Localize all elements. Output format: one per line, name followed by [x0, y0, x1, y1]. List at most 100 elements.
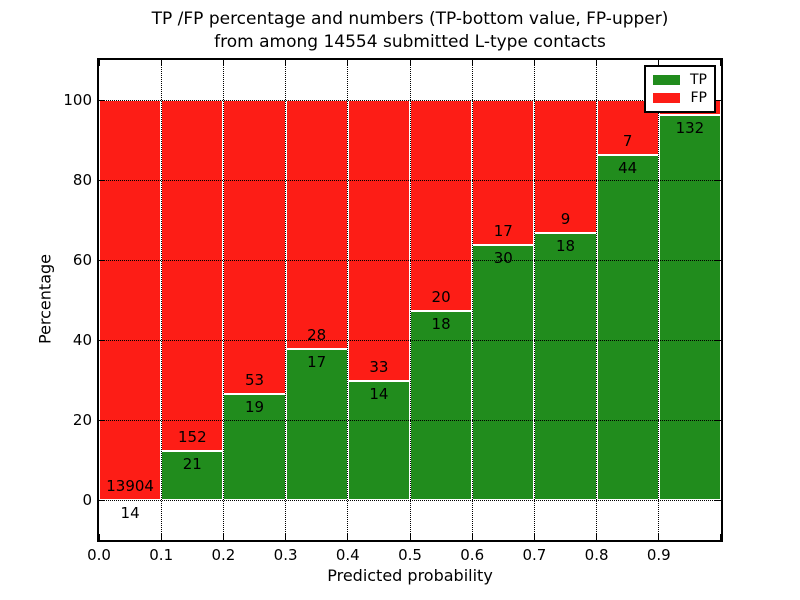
- v-gridline: [471, 60, 473, 540]
- fp-count-label: 20: [431, 287, 451, 306]
- x-tickmark: [658, 60, 660, 66]
- chart-title-line2: from among 14554 submitted L-type contac…: [214, 32, 606, 52]
- legend-label-tp: TP: [690, 72, 707, 89]
- legend-label-fp: FP: [690, 89, 708, 106]
- x-tick-label: 0.3: [273, 546, 298, 564]
- tp-bar-segment: [534, 233, 597, 500]
- y-tickmark: [715, 259, 721, 261]
- fp-count-label: 152: [177, 428, 207, 447]
- chart-title: TP /FP percentage and numbers (TP-bottom…: [152, 8, 669, 54]
- fp-bar-segment: [472, 100, 535, 245]
- tp-count-label: 14: [120, 503, 140, 522]
- tp-bar-segment: [472, 244, 535, 500]
- legend: TP FP: [644, 65, 716, 113]
- tp-bar-segment: [410, 310, 473, 500]
- x-tickmark: [471, 60, 473, 66]
- legend-swatch-fp-icon: [653, 92, 680, 103]
- legend-entry-fp: FP: [653, 91, 707, 105]
- x-tick-label: 0.1: [149, 546, 174, 564]
- x-tickmark: [99, 534, 100, 540]
- tp-count-label: 19: [244, 398, 265, 417]
- tp-count-label: 30: [493, 248, 513, 267]
- v-gridline: [533, 60, 535, 540]
- fp-bar-segment: [285, 100, 348, 349]
- y-tickmark: [715, 339, 721, 341]
- fp-bar-segment: [534, 100, 597, 234]
- y-tickmark: [99, 179, 105, 181]
- x-tickmark: [99, 60, 100, 66]
- tp-count-label: 132: [675, 118, 705, 137]
- y-tick-label: 100: [63, 91, 92, 109]
- tp-bar-segment: [161, 451, 224, 500]
- x-tickmark: [471, 534, 473, 540]
- y-tickmark: [715, 179, 721, 181]
- v-gridline: [347, 60, 349, 540]
- y-tick-label: 60: [72, 251, 92, 269]
- x-tickmark: [222, 60, 224, 66]
- y-tickmark: [99, 419, 105, 421]
- tp-count-label: 17: [307, 352, 327, 371]
- x-tickmark: [409, 60, 411, 66]
- x-tick-label: 0.6: [460, 546, 485, 564]
- y-tick-label: 80: [72, 171, 92, 189]
- x-tickmark: [285, 534, 287, 540]
- y-tickmark: [715, 419, 721, 421]
- v-gridline: [658, 60, 660, 540]
- fp-bar-segment: [99, 100, 162, 500]
- v-gridline: [222, 60, 224, 540]
- x-tickmark: [222, 534, 224, 540]
- x-tickmark: [596, 60, 598, 66]
- tp-count-label: 44: [618, 158, 638, 177]
- tp-bar-segment: [596, 154, 659, 500]
- x-tickmark: [596, 534, 598, 540]
- y-tickmark: [715, 499, 721, 501]
- tp-count-label: 18: [431, 314, 451, 333]
- y-tickmark: [99, 339, 105, 341]
- y-tick-label: 20: [72, 411, 92, 429]
- x-tickmark: [658, 534, 660, 540]
- x-tickmark: [409, 534, 411, 540]
- v-gridline: [596, 60, 598, 540]
- y-tickmark: [99, 99, 105, 101]
- x-tickmark: [160, 534, 162, 540]
- fp-count-label: 33: [369, 357, 389, 376]
- y-tick-label: 0: [82, 491, 92, 509]
- y-tickmark: [99, 499, 105, 501]
- x-tickmark: [347, 534, 349, 540]
- fp-count-label: 7: [622, 131, 633, 150]
- fp-bar-segment: [223, 100, 286, 395]
- x-tickmark: [533, 60, 535, 66]
- x-tick-label: 0.9: [646, 546, 671, 564]
- y-tickmark: [99, 259, 105, 261]
- tp-count-label: 21: [182, 455, 202, 474]
- plot-area: 13904 14 152 21 53 19 28 17 33 14 20 18 17 30 9 18 7 44 13…: [99, 60, 721, 540]
- x-tickmark: [720, 60, 721, 66]
- x-tickmark: [285, 60, 287, 66]
- legend-entry-tp: TP: [653, 73, 707, 87]
- tp-bar-segment: [285, 348, 348, 500]
- tp-count-label: 18: [555, 237, 576, 256]
- chart-title-line1: TP /FP percentage and numbers (TP-bottom…: [151, 9, 669, 29]
- fp-bar-segment: [347, 100, 410, 381]
- fp-count-label: 53: [244, 371, 265, 390]
- v-gridline: [285, 60, 287, 540]
- x-tickmark: [720, 534, 721, 540]
- y-axis-label: Percentage: [35, 253, 55, 345]
- x-tick-label: 0.0: [87, 546, 111, 564]
- fp-count-label: 17: [493, 221, 513, 240]
- x-tick-label: 0.4: [335, 546, 360, 564]
- fp-count-label: 9: [560, 210, 571, 229]
- x-tick-label: 0.8: [584, 546, 609, 564]
- tp-bar-segment: [223, 394, 286, 500]
- x-tickmark: [533, 534, 535, 540]
- x-tickmark: [160, 60, 162, 66]
- fp-bar-segment: [161, 100, 224, 452]
- x-tick-label: 0.2: [211, 546, 236, 564]
- v-gridline: [409, 60, 411, 540]
- legend-swatch-tp-icon: [653, 75, 680, 86]
- tp-count-label: 14: [369, 384, 389, 403]
- y-tickmark: [715, 99, 721, 101]
- v-gridline: [160, 60, 162, 540]
- tp-bar-segment: [347, 380, 410, 500]
